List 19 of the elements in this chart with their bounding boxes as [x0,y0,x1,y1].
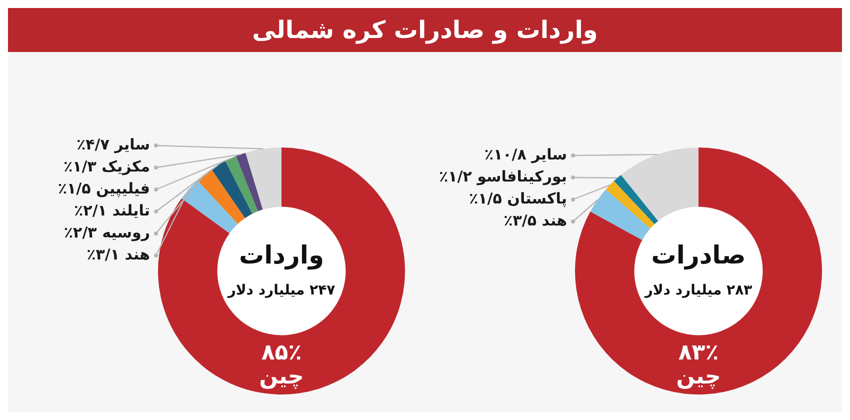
data-label: ۸۵٪ [261,340,302,366]
data-label: ۸۳٪ [678,340,719,366]
slice-label: پاکستان ۱/۵٪ [469,189,567,208]
text: ۲۸۳ میلیارد دلار [644,282,753,299]
slice-label: چین [676,364,721,390]
slice-label: بورکینافاسو ۱/۲٪ [438,167,567,186]
text: صادرات [651,240,746,270]
text: واردات [238,240,324,270]
slice-label: روسیه ۲/۳٪ [64,223,150,242]
slice-label: هند ۳/۱٪ [86,245,150,264]
slice-label: تایلند ۲/۱٪ [74,201,150,220]
slice-label: فیلیپین ۱/۵٪ [58,179,150,198]
slice-label: هند ۳/۵٪ [504,211,567,230]
slice-label: چین [259,364,304,390]
slice-label: سایر ۱۰/۸٪ [484,145,567,164]
text: واردات و صادرات کره شمالی [252,16,598,44]
slice-label: مکزیک ۱/۳٪ [63,157,150,176]
text: ۲۴۷ میلیارد دلار [226,282,336,299]
slice-label: سایر ۴/۷٪ [76,135,150,154]
